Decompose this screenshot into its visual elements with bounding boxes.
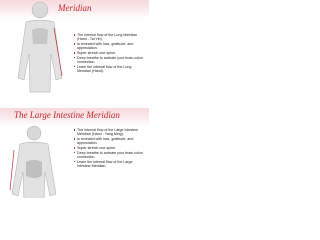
bullet-list: The internal flow of the Lung Meridian (… <box>74 33 146 74</box>
slide: Meridian The internal flow of the Lung M… <box>0 0 149 94</box>
bullet: Super stretch one spine. <box>74 146 146 150</box>
slide-title: The Large Intestine Meridian <box>14 110 120 120</box>
bullet: Deep breathe to activate your brain-colo… <box>74 151 146 159</box>
bullet: Is revealed with loss, gratitude, and ap… <box>74 42 146 50</box>
bullet-list: The internal flow of the Large Intestine… <box>74 128 146 169</box>
bullet: Deep breathe to activate your brain-colo… <box>74 56 146 64</box>
bullet: Super stretch one spine. <box>74 51 146 55</box>
body-figure <box>17 1 63 93</box>
bullet: Learn the internal flow of the Lung Meri… <box>74 65 146 73</box>
bullet: The internal flow of the Lung Meridian (… <box>74 33 146 41</box>
slide: The Large Intestine Meridian The interna… <box>0 100 149 198</box>
bullet: The internal flow of the Large Intestine… <box>74 128 146 136</box>
bullet: Learn the internal flow of the Large Int… <box>74 160 146 168</box>
title-bar <box>0 108 149 126</box>
bullet: Is revealed with loss, gratitude, and ap… <box>74 137 146 145</box>
body-figure <box>9 125 57 198</box>
slide-title: Meridian <box>58 3 92 13</box>
page: Meridian The internal flow of the Lung M… <box>0 0 149 198</box>
